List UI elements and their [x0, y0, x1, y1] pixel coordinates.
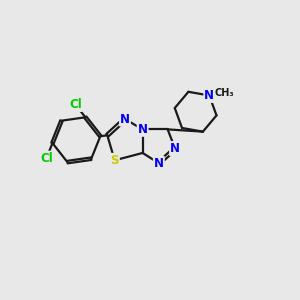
Text: N: N	[170, 142, 180, 155]
Text: N: N	[204, 89, 214, 102]
Text: N: N	[120, 112, 130, 126]
Text: CH₃: CH₃	[215, 88, 234, 98]
Text: Cl: Cl	[40, 152, 53, 165]
Text: N: N	[138, 123, 148, 136]
Text: S: S	[110, 154, 119, 167]
Text: Cl: Cl	[69, 98, 82, 111]
Text: N: N	[154, 157, 164, 170]
